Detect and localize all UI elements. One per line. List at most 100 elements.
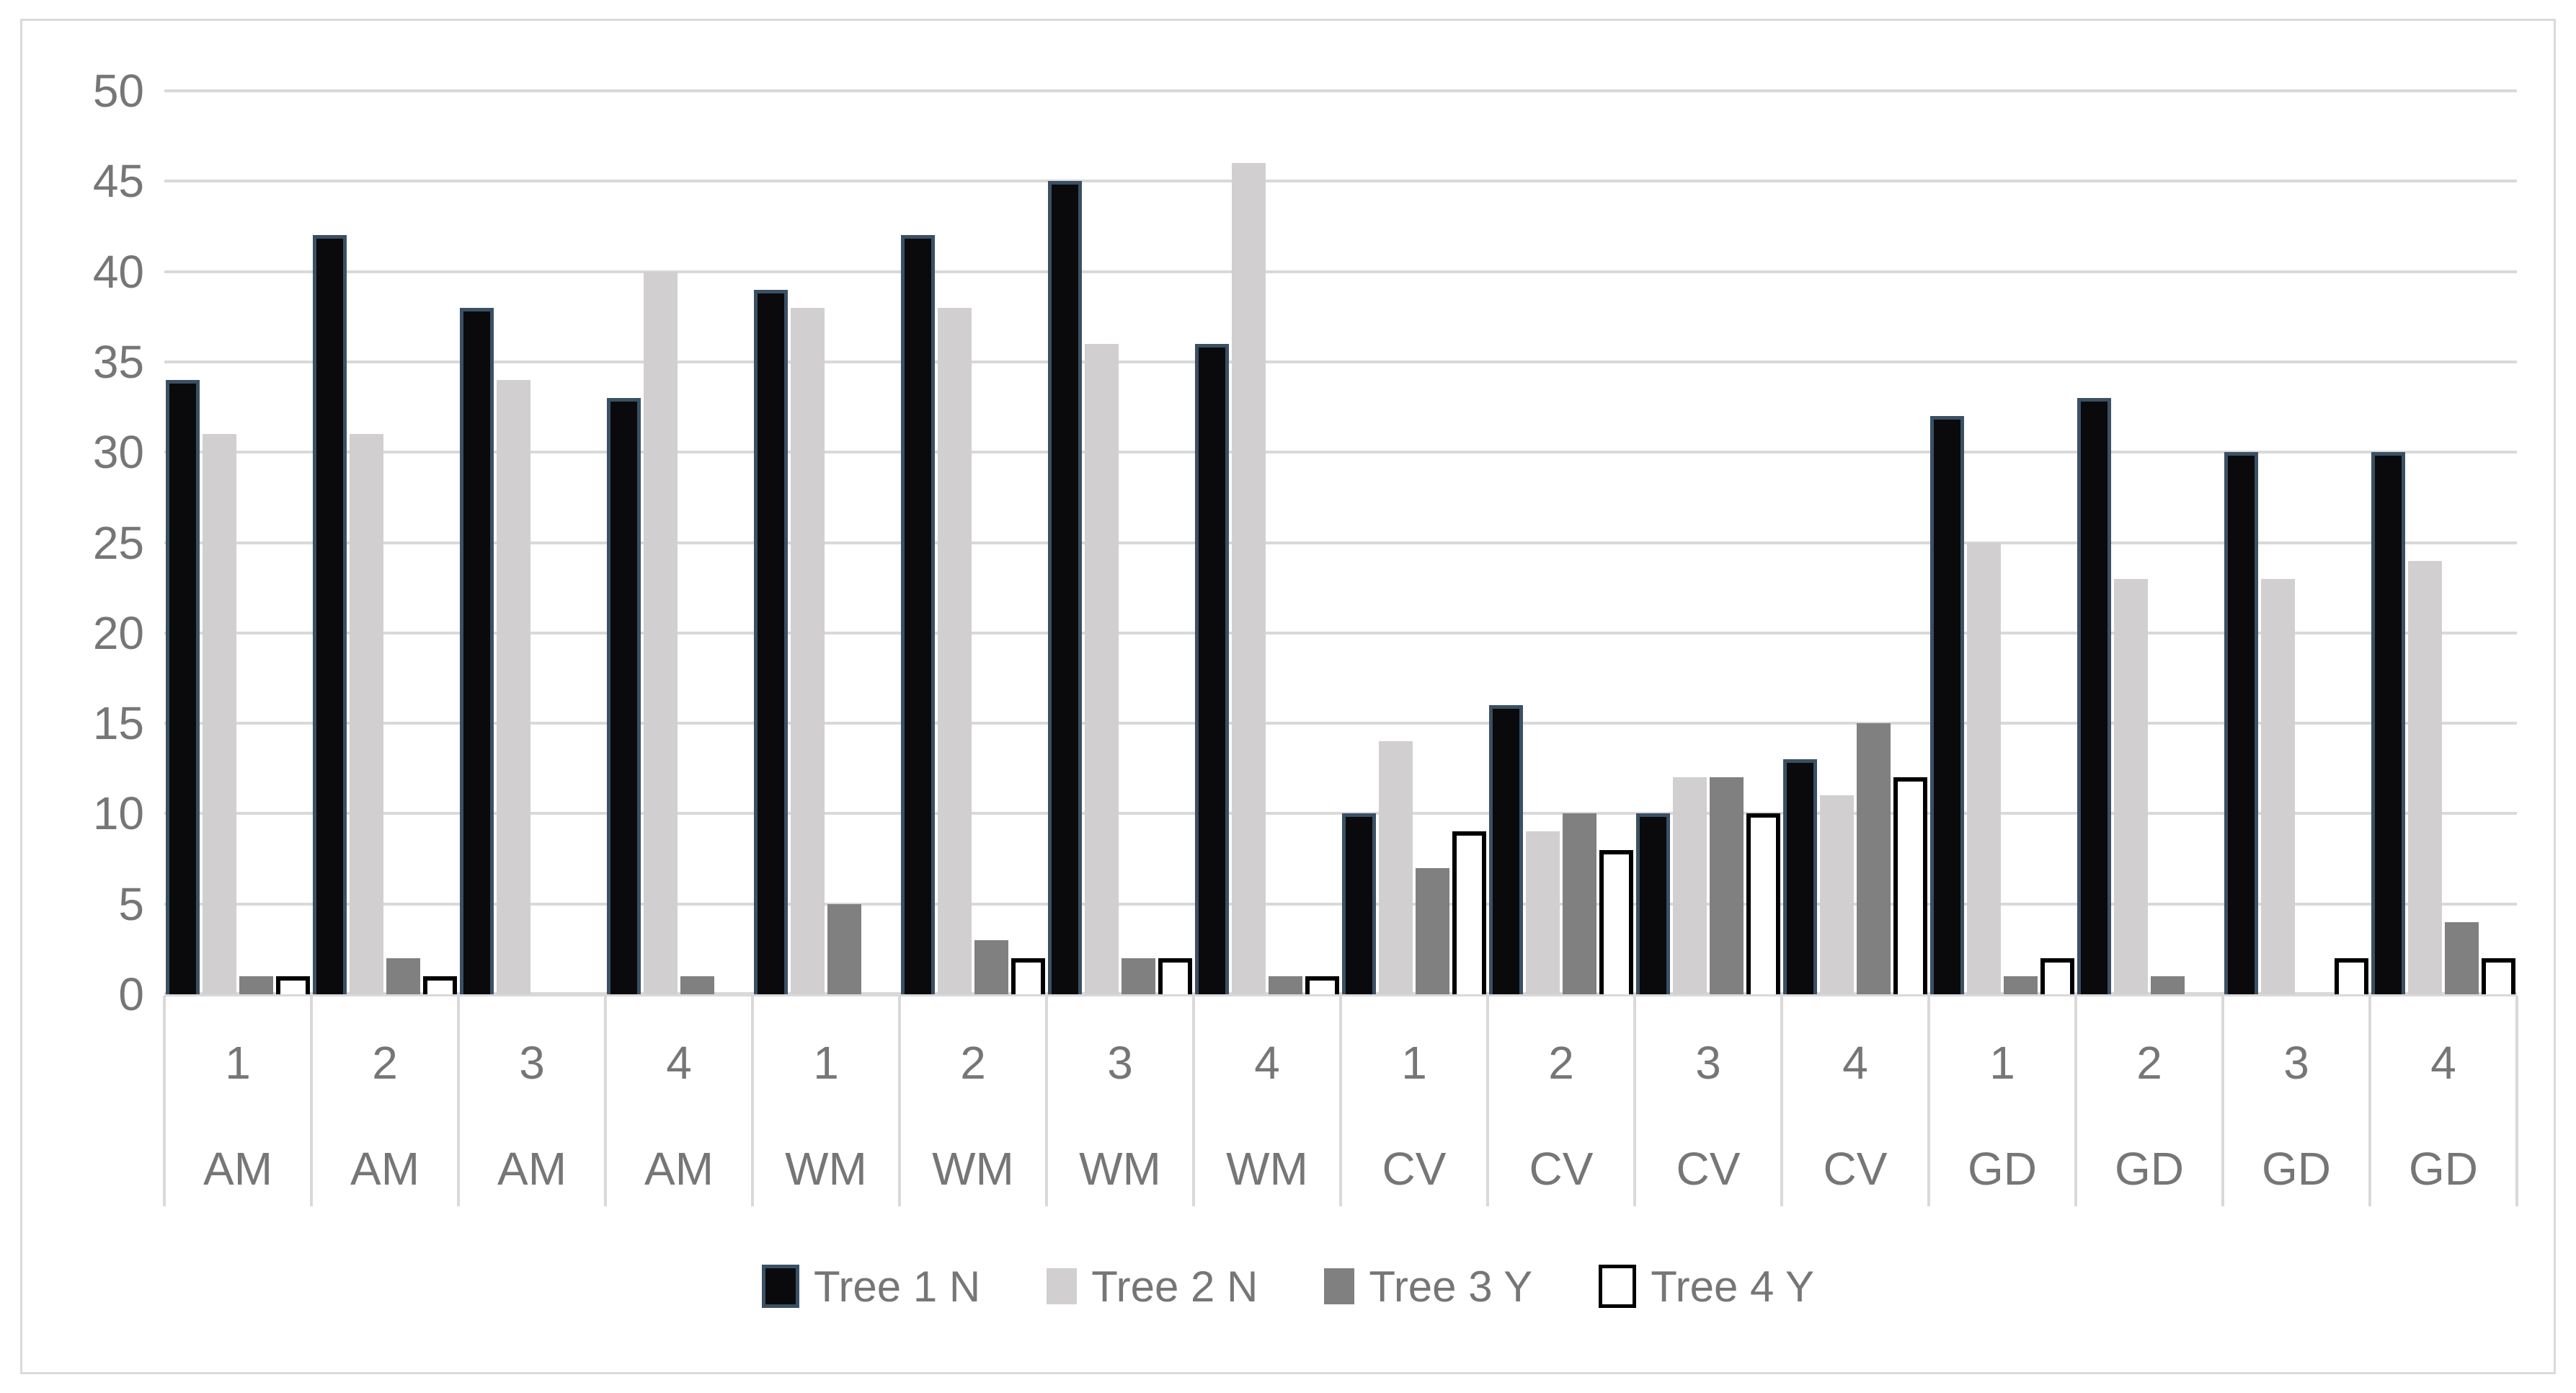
bar-tree-1-n-cv-2 bbox=[1489, 705, 1523, 994]
bar-tree-2-n-cv-2 bbox=[1526, 831, 1560, 994]
x-category-number: 1 bbox=[1401, 1037, 1427, 1089]
y-tick-label: 30 bbox=[92, 426, 144, 479]
bar-tree-3-y-am-1 bbox=[239, 976, 273, 994]
x-category-number: 1 bbox=[1989, 1037, 2015, 1089]
x-category-number: 4 bbox=[1254, 1037, 1280, 1089]
x-axis-divider bbox=[2515, 996, 2518, 1206]
bar-tree-4-y-gd-4 bbox=[2482, 958, 2515, 994]
bar-tree-3-y-gd-1 bbox=[2004, 976, 2038, 994]
legend-item-tree-2-n: Tree 2 N bbox=[1047, 1262, 1258, 1312]
x-category-group: WM bbox=[785, 1143, 867, 1195]
bar-tree-3-y-wm-2 bbox=[974, 939, 1008, 994]
x-category-group: AM bbox=[350, 1143, 419, 1195]
x-axis-divider bbox=[604, 996, 607, 1206]
legend-label: Tree 4 Y bbox=[1651, 1262, 1814, 1311]
bar-tree-3-y-cv-3 bbox=[1710, 777, 1744, 994]
bar-tree-2-n-gd-1 bbox=[1967, 542, 2001, 994]
bar-tree-3-y-wm-1 bbox=[827, 903, 861, 994]
legend-item-tree-1-n: Tree 1 N bbox=[762, 1262, 980, 1312]
bar-tree-1-n-am-4 bbox=[607, 398, 641, 994]
x-axis-divider bbox=[751, 996, 754, 1206]
x-category-number: 2 bbox=[372, 1037, 398, 1089]
x-category-number: 4 bbox=[2430, 1037, 2456, 1089]
x-axis-divider bbox=[1633, 996, 1636, 1206]
legend-swatch-tree-2-n bbox=[1047, 1268, 1078, 1304]
y-tick-label: 5 bbox=[118, 877, 144, 930]
bar-tree-1-n-gd-1 bbox=[1930, 416, 1964, 994]
x-category-group: GD bbox=[1968, 1143, 2037, 1195]
y-tick-label: 40 bbox=[92, 245, 144, 298]
x-axis-divider bbox=[1192, 996, 1195, 1206]
x-category-number: 4 bbox=[1842, 1037, 1868, 1089]
bar-tree-3-y-cv-1 bbox=[1416, 867, 1449, 994]
x-axis-divider bbox=[1780, 996, 1783, 1206]
bar-tree-1-n-wm-2 bbox=[901, 235, 935, 994]
bar-tree-4-y-wm-4 bbox=[1305, 976, 1339, 994]
bar-tree-3-y-wm-4 bbox=[1269, 976, 1302, 994]
x-axis-divider bbox=[2074, 996, 2077, 1206]
x-category-group: CV bbox=[1823, 1143, 1888, 1195]
x-axis-divider bbox=[1045, 996, 1048, 1206]
bar-tree-3-y-am-4 bbox=[680, 976, 714, 994]
x-category-group: WM bbox=[1079, 1143, 1161, 1195]
bar-tree-1-n-am-2 bbox=[313, 235, 347, 994]
x-category-number: 3 bbox=[519, 1037, 545, 1089]
y-tick-label: 50 bbox=[92, 65, 144, 117]
x-category-number: 3 bbox=[1695, 1037, 1721, 1089]
y-tick-label: 10 bbox=[92, 787, 144, 840]
gridline-25 bbox=[164, 541, 2517, 544]
x-category-group: AM bbox=[497, 1143, 567, 1195]
x-category-group: AM bbox=[203, 1143, 272, 1195]
bar-tree-4-y-cv-2 bbox=[1599, 849, 1633, 994]
legend-label: Tree 2 N bbox=[1091, 1262, 1258, 1311]
gridline-50 bbox=[164, 89, 2517, 92]
legend-label: Tree 3 Y bbox=[1369, 1262, 1533, 1311]
x-axis-divider bbox=[2368, 996, 2371, 1206]
x-category-group: WM bbox=[1226, 1143, 1308, 1195]
x-category-number: 1 bbox=[225, 1037, 251, 1089]
legend-swatch-tree-3-y bbox=[1324, 1268, 1355, 1304]
x-axis-divider bbox=[898, 996, 901, 1206]
y-tick-label: 25 bbox=[92, 516, 144, 569]
x-category-number: 2 bbox=[1548, 1037, 1574, 1089]
bar-tree-2-n-gd-3 bbox=[2261, 578, 2295, 994]
bar-tree-2-n-am-3 bbox=[497, 379, 530, 994]
x-category-number: 1 bbox=[813, 1037, 839, 1089]
x-axis-divider bbox=[1927, 996, 1930, 1206]
bar-tree-4-y-cv-3 bbox=[1746, 813, 1780, 994]
bar-tree-1-n-am-1 bbox=[166, 379, 200, 994]
bar-tree-2-n-wm-3 bbox=[1085, 343, 1119, 994]
x-axis-divider bbox=[163, 996, 166, 1206]
bar-tree-3-y-cv-2 bbox=[1563, 813, 1596, 994]
bar-tree-1-n-cv-1 bbox=[1342, 813, 1376, 994]
bar-tree-1-n-wm-3 bbox=[1048, 181, 1082, 994]
bar-tree-4-y-am-2 bbox=[423, 976, 457, 994]
x-category-number: 2 bbox=[2136, 1037, 2162, 1089]
gridline-5 bbox=[164, 902, 2517, 906]
bar-tree-1-n-wm-4 bbox=[1195, 343, 1229, 994]
x-category-number: 2 bbox=[960, 1037, 986, 1089]
x-axis-divider bbox=[1339, 996, 1342, 1206]
bar-tree-2-n-am-4 bbox=[644, 271, 678, 994]
bar-tree-3-y-gd-2 bbox=[2151, 976, 2185, 994]
x-axis-divider bbox=[310, 996, 313, 1206]
x-category-number: 3 bbox=[2283, 1037, 2309, 1089]
gridline-30 bbox=[164, 451, 2517, 454]
bar-tree-2-n-cv-4 bbox=[1820, 795, 1854, 994]
gridline-15 bbox=[164, 722, 2517, 725]
bar-tree-4-y-gd-1 bbox=[2040, 958, 2074, 994]
x-category-group: GD bbox=[2262, 1143, 2331, 1195]
bar-tree-3-y-gd-4 bbox=[2445, 921, 2479, 994]
bar-tree-1-n-cv-4 bbox=[1783, 759, 1817, 994]
bar-tree-2-n-cv-3 bbox=[1673, 777, 1707, 994]
chart-legend: Tree 1 N Tree 2 N Tree 3 Y Tree 4 Y bbox=[0, 1255, 2576, 1317]
x-category-group: CV bbox=[1529, 1143, 1594, 1195]
bar-tree-2-n-gd-2 bbox=[2114, 578, 2148, 994]
gridline-10 bbox=[164, 812, 2517, 815]
bar-tree-2-n-am-2 bbox=[350, 434, 383, 994]
y-tick-label: 20 bbox=[92, 606, 144, 659]
bar-tree-1-n-gd-2 bbox=[2077, 398, 2111, 994]
chart-outer-border bbox=[20, 19, 2556, 1374]
x-category-group: CV bbox=[1676, 1143, 1741, 1195]
